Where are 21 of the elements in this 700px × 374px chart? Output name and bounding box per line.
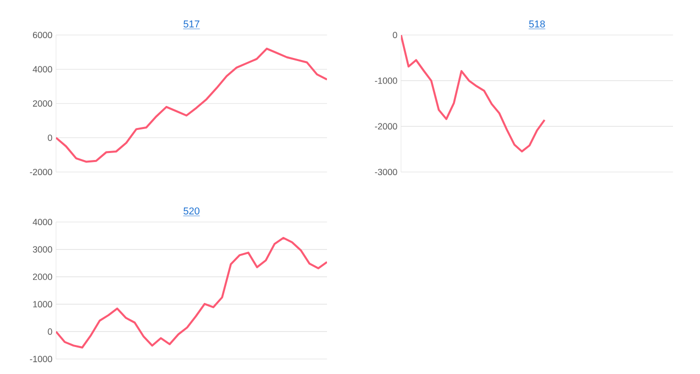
y-tick-label: 0 — [392, 32, 398, 38]
chart-title: 520 — [184, 207, 200, 215]
y-tick-label: 0 — [48, 134, 52, 141]
chart-title: 517 — [184, 20, 200, 28]
y-tick-label: 4000 — [32, 66, 52, 72]
line-series — [56, 48, 327, 163]
y-tick-label: 6000 — [32, 32, 52, 38]
y-tick-label: -1000 — [30, 356, 52, 362]
y-tick-label: 4000 — [32, 218, 52, 226]
y-tick-label: 2000 — [32, 274, 52, 280]
line-series — [56, 236, 328, 348]
y-tick-label: 0 — [48, 328, 52, 335]
y-tick-label: 3000 — [32, 246, 52, 253]
line-series — [401, 34, 546, 152]
y-tick-label: -2000 — [374, 123, 398, 130]
y-tick-label: -2000 — [30, 168, 52, 176]
y-tick-label: -1000 — [374, 77, 398, 84]
y-tick-label: 2000 — [32, 100, 52, 107]
y-tick-label: -3000 — [374, 168, 398, 176]
chart-title: 518 — [529, 20, 545, 28]
y-tick-label: 1000 — [33, 301, 52, 308]
